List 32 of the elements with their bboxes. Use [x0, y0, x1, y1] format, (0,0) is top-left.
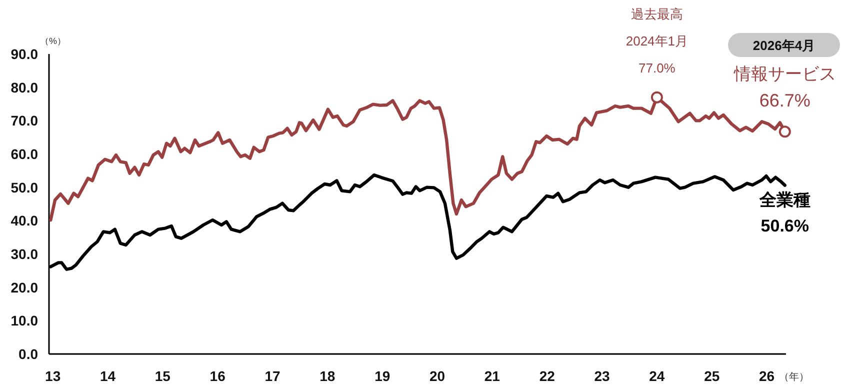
annotation: 過去最高 2024年1月 77.0% — [626, 6, 688, 76]
y-tick-label: 30.0 — [10, 246, 38, 262]
x-tick-label: 25 — [704, 368, 720, 384]
x-tick-label: 22 — [539, 368, 556, 384]
x-tick-label: 15 — [154, 368, 171, 384]
y-tick-label: 50.0 — [10, 179, 38, 196]
x-tick-label: 21 — [484, 368, 500, 384]
x-tick-label: 19 — [374, 368, 390, 384]
x-tick-label: 26 — [758, 368, 775, 384]
y-tick-label: 10.0 — [10, 312, 38, 329]
y-tick-label: 60.0 — [10, 146, 38, 162]
y-axis-title: （%） — [40, 36, 66, 46]
y-tick-label: 20.0 — [10, 279, 38, 296]
x-tick-label: 13 — [45, 368, 61, 384]
y-tick-label: 40.0 — [10, 212, 38, 229]
y-tick-label: 70.0 — [10, 112, 38, 129]
y-tick-label: 90.0 — [10, 46, 38, 62]
y-tick-label: 80.0 — [10, 79, 38, 96]
x-tick-label: 14 — [100, 368, 116, 384]
series-label: 全業種 — [758, 190, 810, 210]
x-tick-label: 24 — [649, 368, 665, 384]
data-label: 50.6% — [760, 216, 810, 236]
y-tick-label: 0.0 — [18, 346, 38, 362]
x-axis-title: （年） — [778, 371, 809, 383]
series-label: 情報サービス — [732, 64, 836, 84]
x-tick-label: 20 — [429, 368, 446, 384]
x-tick-label: 16 — [210, 368, 226, 384]
x-tick-label: 18 — [320, 368, 336, 384]
annotation: 66.7% — [759, 90, 810, 111]
x-tick-label: 17 — [264, 368, 281, 384]
badge: 2026年4月 — [728, 33, 840, 57]
x-tick-label: 23 — [594, 368, 610, 384]
